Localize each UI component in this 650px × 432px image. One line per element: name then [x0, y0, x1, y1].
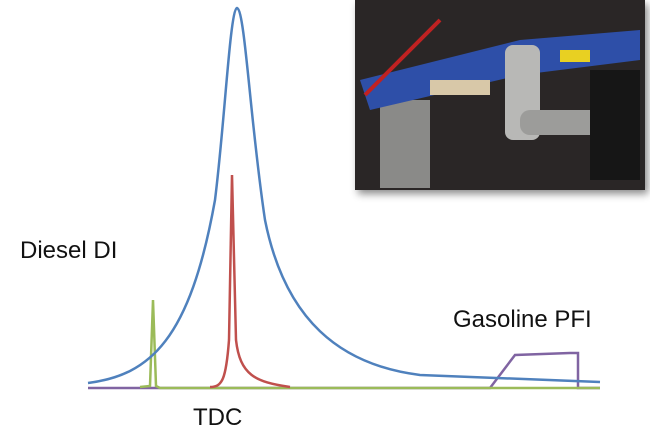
heat-release-trace	[209, 174, 291, 389]
engine-photo	[355, 0, 645, 190]
photo-wire	[363, 18, 442, 97]
photo-block	[590, 70, 640, 180]
diesel-label: Diesel DI	[20, 237, 117, 264]
photo-pipe	[520, 110, 610, 135]
photo-tag	[560, 50, 590, 62]
tdc-label: TDC	[193, 404, 242, 431]
photo-cylinder	[380, 100, 430, 188]
pressure-trace	[87, 6, 601, 385]
photo-rod	[430, 80, 490, 95]
diesel-di-trace	[139, 299, 600, 390]
gasoline-pfi-trace	[88, 351, 600, 390]
gasoline-label: Gasoline PFI	[453, 306, 592, 333]
